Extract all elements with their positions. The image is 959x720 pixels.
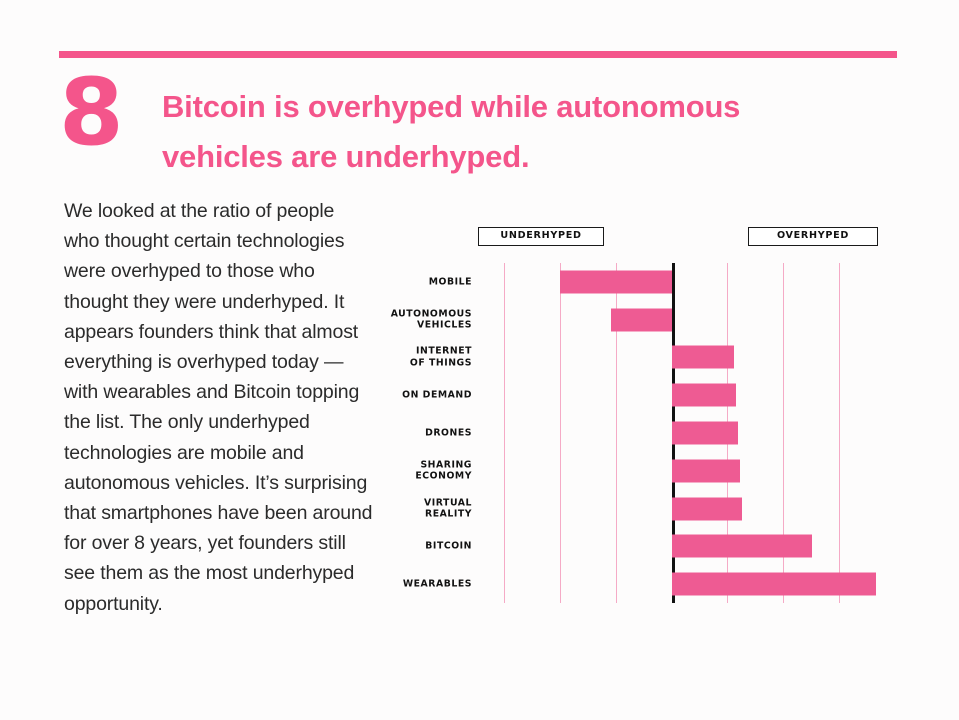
bar-label-internet-of-things: INTERNET OF THINGS: [409, 346, 472, 369]
bar-label-drones: DRONES: [425, 427, 472, 439]
bar-label-autonomous-vehicles: AUTONOMOUS VEHICLES: [390, 308, 472, 331]
bar-label-virtual-reality: VIRTUAL REALITY: [424, 497, 472, 520]
bar-row: INTERNET OF THINGS: [380, 339, 900, 377]
bar-bitcoin: [672, 534, 812, 558]
bar-sharing-economy: [672, 459, 741, 483]
bar-row: AUTONOMOUS VEHICLES: [380, 301, 900, 339]
bar-row: VIRTUAL REALITY: [380, 490, 900, 528]
page-title: Bitcoin is overhyped while autonomous veh…: [162, 82, 882, 182]
heading-block: 8 Bitcoin is overhyped while autonomous v…: [59, 62, 889, 185]
bar-label-wearables: WEARABLES: [402, 578, 472, 590]
page-title-line-1: Bitcoin is overhyped while autonomous: [162, 89, 741, 124]
bar-label-on-demand: ON DEMAND: [402, 389, 472, 401]
bar-row: BITCOIN: [380, 527, 900, 565]
bar-label-sharing-economy: SHARING ECONOMY: [415, 459, 472, 482]
gridline-3: [838, 263, 841, 603]
gridline--1: [615, 263, 617, 603]
body-paragraph: We looked at the ratio of people who tho…: [64, 200, 373, 615]
bar-row: ON DEMAND: [380, 376, 900, 414]
legend-underhyped: UNDERHYPED: [478, 227, 604, 246]
hype-ratio-chart: UNDERHYPED OVERHYPED MOBILE AUTONOMOUS VE…: [380, 222, 900, 617]
slide-number: 8: [59, 58, 124, 166]
bar-label-mobile: MOBILE: [428, 276, 472, 288]
bar-row: DRONES: [380, 414, 900, 452]
gridline-2: [782, 263, 785, 603]
legend-overhyped: OVERHYPED: [748, 227, 878, 246]
bar-row: MOBILE: [380, 263, 900, 301]
bar-internet-of-things: [672, 345, 735, 369]
bar-row: WEARABLES: [380, 565, 900, 603]
bar-mobile: [560, 270, 672, 294]
bar-autonomous-vehicles: [610, 308, 672, 332]
gridline--2: [559, 263, 562, 603]
bar-wearables: [672, 572, 876, 596]
plot-area: MOBILE AUTONOMOUS VEHICLES INTERNET OF THI…: [380, 263, 900, 603]
top-accent-rule: [59, 51, 897, 58]
gridline--3: [503, 263, 506, 603]
bar-label-bitcoin: BITCOIN: [425, 540, 472, 552]
bar-virtual-reality: [672, 497, 742, 521]
page-title-line-2: vehicles are underhyped.: [162, 139, 530, 174]
bar-drones: [672, 421, 738, 445]
bar-row: SHARING ECONOMY: [380, 452, 900, 490]
bar-on-demand: [672, 383, 737, 407]
